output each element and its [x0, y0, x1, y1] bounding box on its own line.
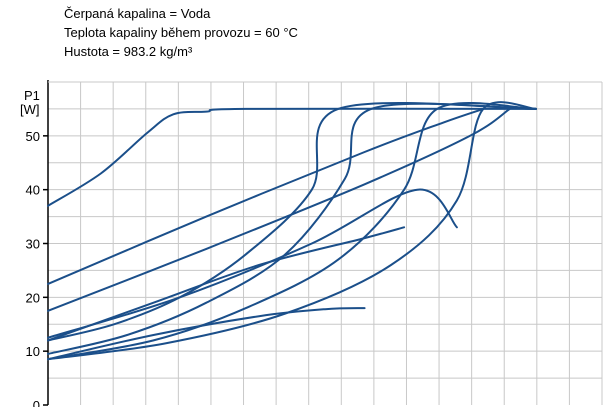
power-curve-7	[47, 107, 511, 312]
fluid-info-line-2: Teplota kapaliny během provozu = 60 °C	[64, 25, 298, 40]
y-tick-label: 0	[33, 398, 40, 407]
y-tick-label: 30	[26, 237, 40, 252]
power-curve-8	[47, 188, 458, 339]
chart-axes	[47, 80, 602, 405]
chart-curves	[47, 101, 537, 361]
power-curve-2	[47, 101, 537, 342]
power-curve-4	[47, 101, 537, 361]
fluid-info-line-1: Čerpaná kapalina = Voda	[64, 6, 211, 21]
y-axis-label-unit: [W]	[20, 102, 40, 117]
power-curve-10	[47, 226, 406, 342]
fluid-info-line-3: Hustota = 983.2 kg/m³	[64, 44, 193, 59]
y-tick-label: 50	[26, 129, 40, 144]
power-curve-3	[47, 102, 537, 355]
y-tick-label: 10	[26, 344, 40, 359]
power-curve-6	[47, 107, 485, 285]
fluid-info: Čerpaná kapalina = Voda Teplota kapaliny…	[64, 4, 298, 61]
chart-grid	[48, 82, 603, 405]
power-curve-1	[47, 107, 537, 207]
power-curve-9	[47, 307, 366, 361]
y-tick-labels: 0 10 20 30 40 50	[26, 129, 48, 407]
y-axis-label-p1: P1	[24, 88, 40, 103]
y-tick-label: 40	[26, 183, 40, 198]
y-tick-label: 20	[26, 290, 40, 305]
power-curve-5	[47, 101, 537, 361]
